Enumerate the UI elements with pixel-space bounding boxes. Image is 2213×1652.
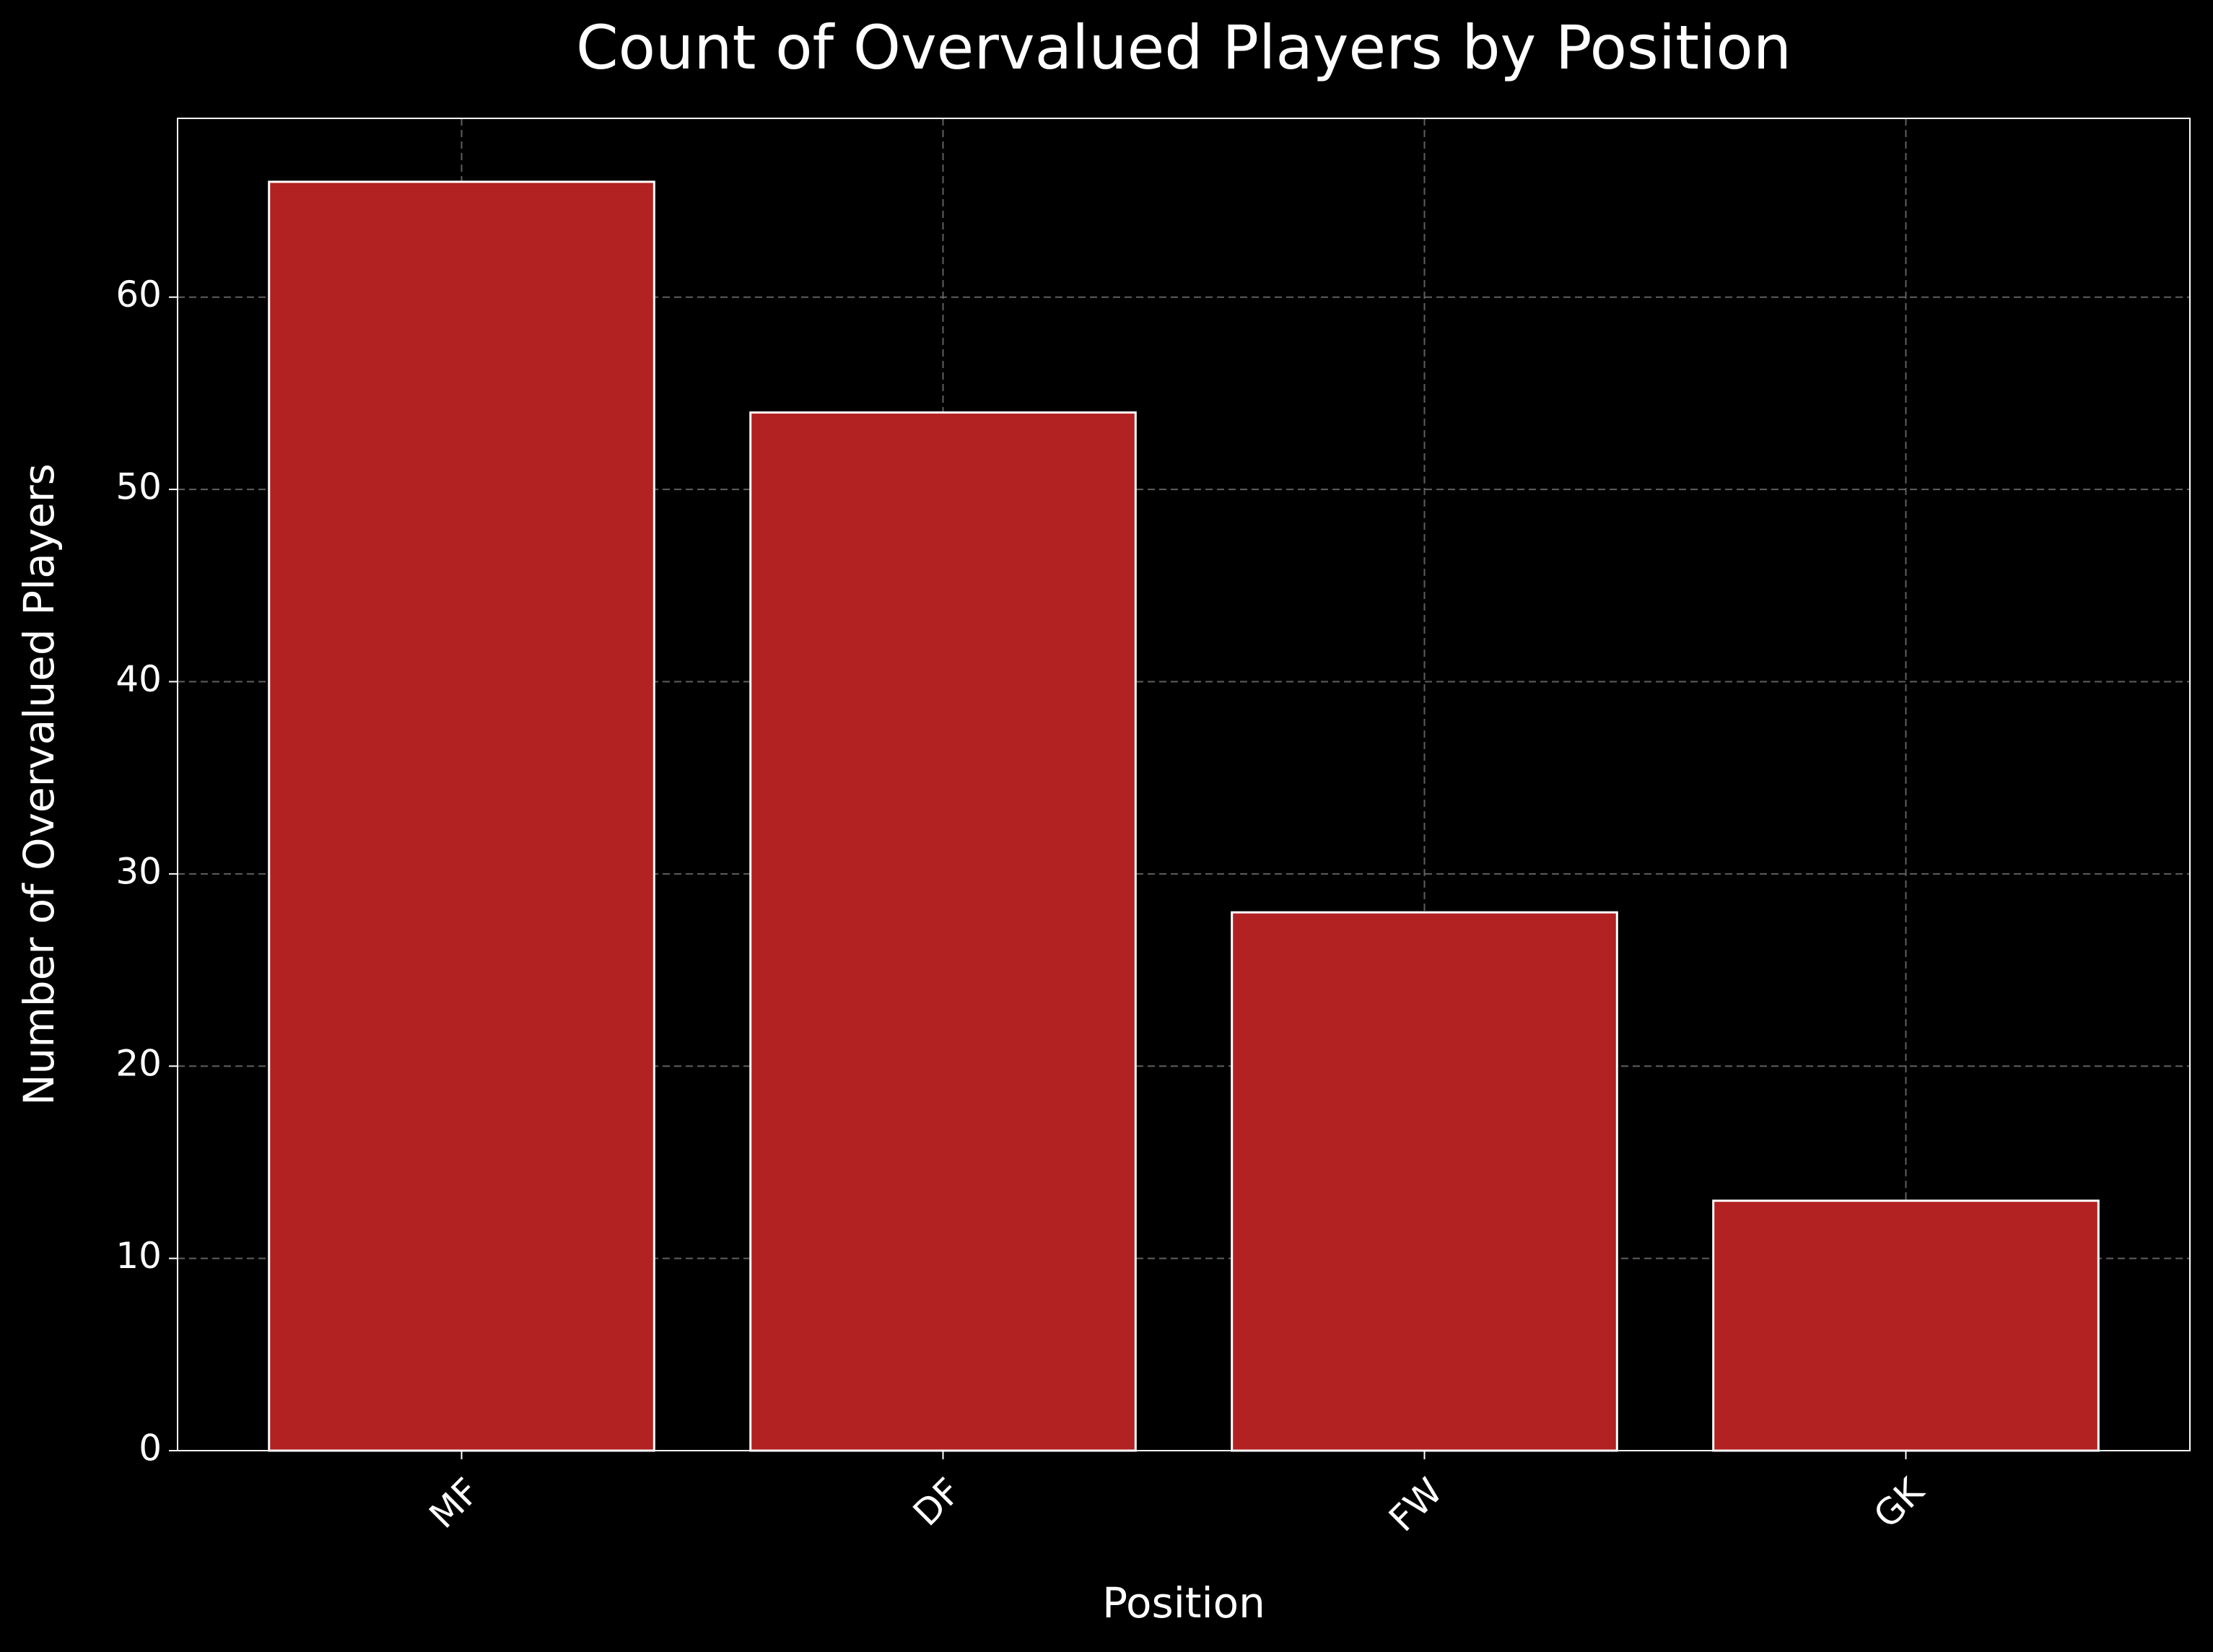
bar: [1712, 1199, 2100, 1452]
y-tick-label: 0: [139, 1428, 162, 1469]
bar: [749, 411, 1137, 1452]
bar: [1231, 911, 1618, 1452]
y-tick-label: 40: [115, 658, 162, 700]
bar: [268, 180, 655, 1452]
y-tick-label: 30: [115, 850, 162, 892]
y-tick-label: 60: [115, 274, 162, 315]
y-tick-label: 50: [115, 466, 162, 508]
chart-title: Count of Overvalued Players by Position: [576, 12, 1791, 83]
plot-frame: [177, 118, 2191, 1451]
y-tick-label: 20: [115, 1043, 162, 1085]
y-axis-label: Number of Overvalued Players: [14, 463, 64, 1106]
x-axis-label: Position: [1102, 1578, 1265, 1627]
y-tick-label: 10: [115, 1235, 162, 1277]
